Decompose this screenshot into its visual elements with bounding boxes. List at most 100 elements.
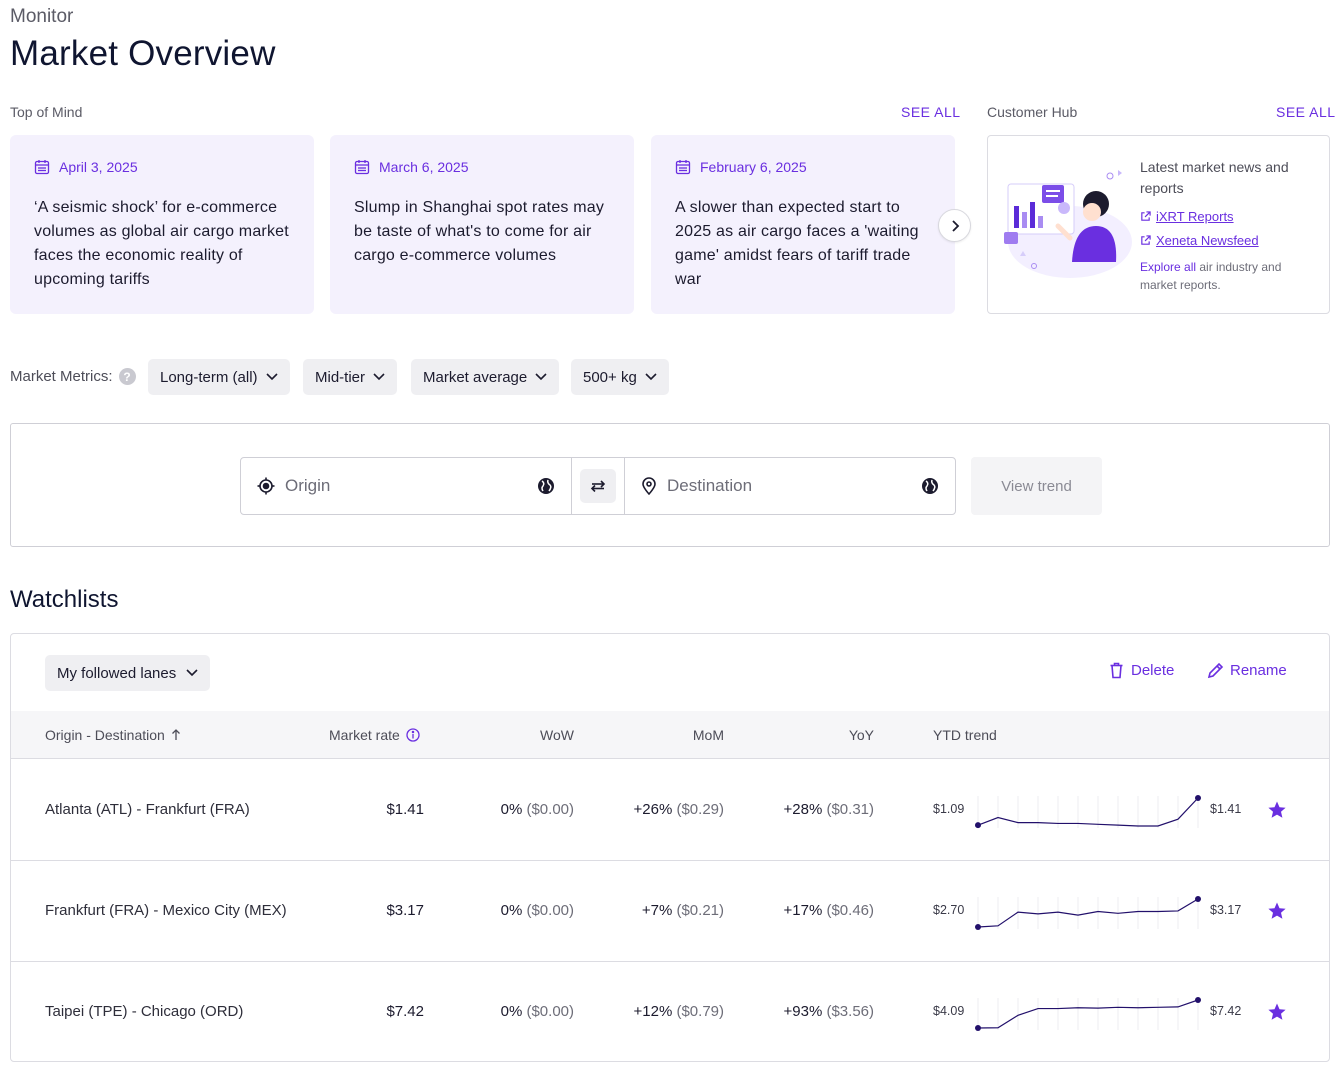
mom-change: +26% ($0.29) [601,801,725,818]
xeneta-newsfeed-link[interactable]: Xeneta Newsfeed [1140,233,1259,248]
market-rate: $7.42 [386,1003,424,1020]
globe-icon[interactable] [537,477,555,495]
wow-change: 0% ($0.00) [451,902,574,919]
sparkline-end-point [1195,896,1201,902]
column-header-wow[interactable]: WoW [540,727,574,743]
mom-abs: ($0.79) [676,1003,724,1020]
chevron-down-icon [265,373,278,381]
tier-dropdown[interactable]: Mid-tier [303,359,398,395]
news-card[interactable]: March 6, 2025 Slump in Shanghai spot rat… [330,135,634,314]
destination-field[interactable]: Destination [624,458,955,514]
rate-type-dropdown[interactable]: Market average [411,359,560,395]
star-icon[interactable] [1267,800,1287,820]
column-header-yoy[interactable]: YoY [848,727,874,743]
table-row[interactable]: Frankfurt (FRA) - Mexico City (MEX) $3.1… [11,861,1329,962]
watchlist-selector[interactable]: My followed lanes [45,655,211,691]
chevron-down-icon [186,669,198,677]
watchlists-title: Watchlists [10,586,119,613]
calendar-icon [354,160,370,175]
table-row[interactable]: Atlanta (ATL) - Frankfurt (FRA) $1.41 0%… [11,760,1329,861]
mom-percent: +26% [633,801,673,818]
yoy-percent: +17% [783,902,823,919]
dropdown-label: Market average [423,368,528,386]
external-link-icon [1141,211,1151,221]
delete-button[interactable]: Delete [1108,662,1174,679]
swap-wrapper [572,458,624,514]
lane-name[interactable]: Atlanta (ATL) - Frankfurt (FRA) [45,801,250,818]
news-card[interactable]: April 3, 2025 ‘A seismic shock’ for e-co… [10,135,314,314]
weight-dropdown[interactable]: 500+ kg [571,359,669,395]
calendar-icon [34,160,50,175]
dropdown-label: 500+ kg [583,368,637,386]
chevron-down-icon [373,373,385,381]
rename-button[interactable]: Rename [1207,662,1287,679]
trend-end-value: $3.17 [1210,903,1242,917]
rename-label: Rename [1230,662,1287,679]
lane-name[interactable]: Taipei (TPE) - Chicago (ORD) [45,1003,244,1020]
help-icon[interactable]: ? [118,368,136,385]
metrics-label-text: Market Metrics: [10,368,113,385]
trend-start-value: $1.09 [933,802,965,816]
carousel-next-button[interactable] [938,209,971,242]
globe-icon[interactable] [921,477,939,495]
top-of-mind-see-all-link[interactable]: SEE ALL [901,104,961,120]
top-of-mind-label: Top of Mind [10,104,83,120]
column-label: Market rate [329,727,400,743]
customer-hub-card: Latest market news and reports iXRT Repo… [987,135,1330,314]
star-icon[interactable] [1267,1002,1287,1022]
pencil-icon [1207,662,1224,679]
column-header-lane[interactable]: Origin - Destination [45,727,181,743]
calendar-icon [675,160,691,175]
explore-rest: air industry and market reports. [1140,260,1282,292]
sparkline-start-point [975,924,981,930]
watchlist-panel: My followed lanes Delete Rename Origin -… [10,633,1330,1062]
info-icon[interactable] [406,728,420,742]
contract-type-dropdown[interactable]: Long-term (all) [148,359,290,395]
sparkline-end-point [1195,795,1201,801]
wow-abs: ($0.00) [526,801,574,818]
mom-percent: +12% [633,1003,673,1020]
breadcrumb[interactable]: Monitor [10,6,74,27]
chevron-right-icon [951,219,959,232]
ytd-sparkline [975,896,1201,930]
trend-end-value: $7.42 [1210,1004,1242,1018]
ytd-sparkline [975,795,1201,829]
news-card[interactable]: February 6, 2025 A slower than expected … [651,135,955,314]
market-metrics-label: Market Metrics: ? [10,368,136,385]
column-header-market-rate[interactable]: Market rate [329,727,420,743]
explore-all-link[interactable]: Explore all [1140,260,1197,274]
external-link-icon [1141,235,1151,245]
yoy-change: +17% ($0.46) [751,902,875,919]
dropdown-label: Mid-tier [315,368,366,386]
yoy-change: +28% ($0.31) [751,801,875,818]
selected-watchlist: My followed lanes [57,664,177,682]
sparkline-path [977,797,1199,827]
news-headline: A slower than expected start to 2025 as … [675,199,919,288]
news-headline: ‘A seismic shock’ for e-commerce volumes… [34,199,289,288]
column-header-mom[interactable]: MoM [692,727,724,743]
table-row[interactable]: Taipei (TPE) - Chicago (ORD) $7.42 0% ($… [11,962,1329,1061]
ixrt-reports-link[interactable]: iXRT Reports [1140,209,1234,224]
mom-percent: +7% [641,902,673,919]
view-trend-button[interactable]: View trend [971,457,1102,515]
lane-name[interactable]: Frankfurt (FRA) - Mexico City (MEX) [45,902,287,919]
yoy-percent: +93% [783,1003,823,1020]
delete-label: Delete [1131,662,1175,679]
yoy-abs: ($0.46) [826,902,874,919]
mom-abs: ($0.29) [676,801,724,818]
swap-button[interactable] [580,469,616,503]
map-pin-icon [642,477,656,495]
origin-field[interactable]: Origin [241,458,572,514]
sparkline-path [977,999,1199,1029]
customer-hub-see-all-link[interactable]: SEE ALL [1276,104,1336,120]
market-rate: $3.17 [386,902,424,919]
page-title: Market Overview [10,34,276,73]
wow-percent: 0% [500,801,523,818]
mom-abs: ($0.21) [676,902,724,919]
star-icon[interactable] [1267,901,1287,921]
wow-change: 0% ($0.00) [451,801,574,818]
link-label: iXRT Reports [1156,209,1234,224]
wow-abs: ($0.00) [526,1003,574,1020]
hub-heading: Latest market news and reports [1140,159,1289,196]
ytd-sparkline [975,997,1201,1031]
